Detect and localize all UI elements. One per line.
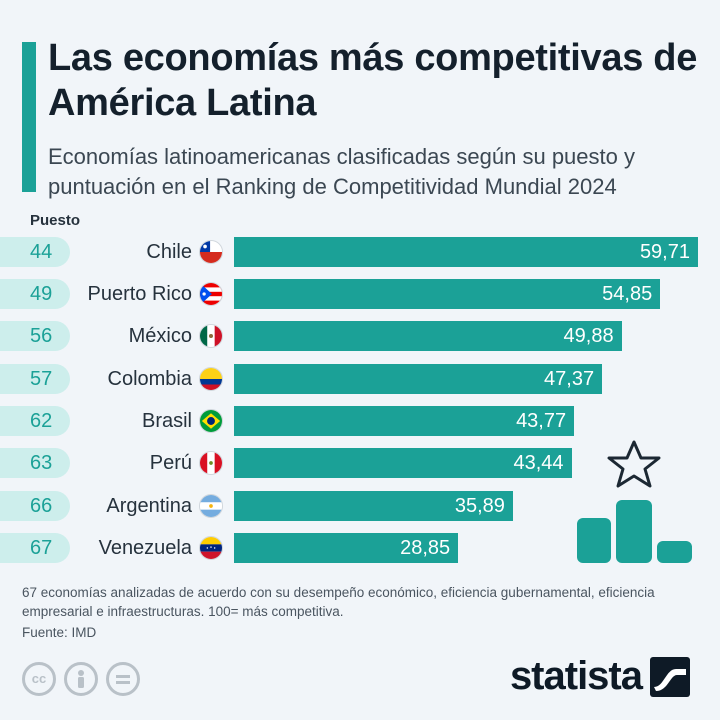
peru-flag-icon — [199, 451, 223, 475]
colombia-flag-icon — [199, 367, 223, 391]
rank-badge: 56 — [0, 321, 70, 351]
country-label: Chile — [146, 241, 192, 263]
source-label: Fuente: IMD — [22, 625, 97, 640]
rank-badge: 49 — [0, 279, 70, 309]
bar-value-label: 35,89 — [454, 495, 505, 517]
rank-badge: 67 — [0, 533, 70, 563]
mexico-flag-icon — [199, 324, 223, 348]
chart-row: 67 Venezuela 28,85 — [0, 533, 720, 563]
chart-row: 62 Brasil 43,77 — [0, 406, 720, 436]
country-label: México — [128, 325, 192, 347]
bar-value-label: 47,37 — [544, 368, 595, 390]
brand-name: statista — [509, 654, 643, 698]
country-label: Perú — [149, 452, 192, 474]
chart-row: 57 Colombia 47,37 — [0, 364, 720, 394]
no-derivatives-icon[interactable] — [106, 662, 140, 696]
bar-value-label: 28,85 — [400, 537, 451, 559]
podium-star-icon — [577, 440, 692, 563]
country-label: Puerto Rico — [87, 283, 193, 305]
bar: 59,71 — [234, 237, 698, 267]
bar-value-label: 59,71 — [639, 241, 690, 263]
country-label: Venezuela — [98, 537, 192, 559]
rank-column-label: Puesto — [30, 212, 81, 229]
puerto-rico-flag-icon — [199, 282, 223, 306]
bar: 43,44 — [234, 448, 572, 478]
bar-value-label: 43,77 — [516, 410, 567, 432]
bar-value-label: 43,44 — [513, 452, 564, 474]
bar: 54,85 — [234, 279, 661, 309]
license-icons: cc — [22, 662, 140, 696]
rank-badge: 62 — [0, 406, 70, 436]
country-label: Colombia — [107, 368, 192, 390]
statista-logo[interactable]: statista — [510, 654, 690, 699]
chart-row: 66 Argentina 35,89 — [0, 491, 720, 521]
rank-badge: 63 — [0, 448, 70, 478]
cc-icon[interactable]: cc — [22, 662, 56, 696]
chart-row: 49 Puerto Rico 54,85 — [0, 279, 720, 309]
attribution-icon[interactable] — [64, 662, 98, 696]
page-title: Las economías más competitivas de Améric… — [48, 37, 698, 124]
bar: 28,85 — [234, 533, 459, 563]
country-label: Argentina — [106, 495, 192, 517]
chile-flag-icon — [199, 240, 223, 264]
rank-badge: 44 — [0, 237, 70, 267]
argentina-flag-icon — [199, 494, 223, 518]
chart-row: 63 Perú 43,44 — [0, 448, 720, 478]
bar: 49,88 — [234, 321, 622, 351]
bar: 35,89 — [234, 491, 513, 521]
bar: 47,37 — [234, 364, 603, 394]
bar-value-label: 54,85 — [602, 283, 653, 305]
statista-logo-icon — [650, 656, 690, 697]
bar: 43,77 — [234, 406, 575, 436]
venezuela-flag-icon — [199, 536, 223, 560]
title-accent-bar — [22, 42, 36, 192]
rank-badge: 57 — [0, 364, 70, 394]
rank-badge: 66 — [0, 491, 70, 521]
bar-value-label: 49,88 — [563, 325, 614, 347]
brazil-flag-icon — [199, 409, 223, 433]
page-subtitle: Economías latinoamericanas clasificadas … — [48, 144, 635, 199]
chart-row: 56 México 49,88 — [0, 321, 720, 351]
footnote: 67 economías analizadas de acuerdo con s… — [22, 585, 655, 619]
country-label: Brasil — [141, 410, 192, 432]
chart-row: 44 Chile 59,71 — [0, 237, 720, 267]
